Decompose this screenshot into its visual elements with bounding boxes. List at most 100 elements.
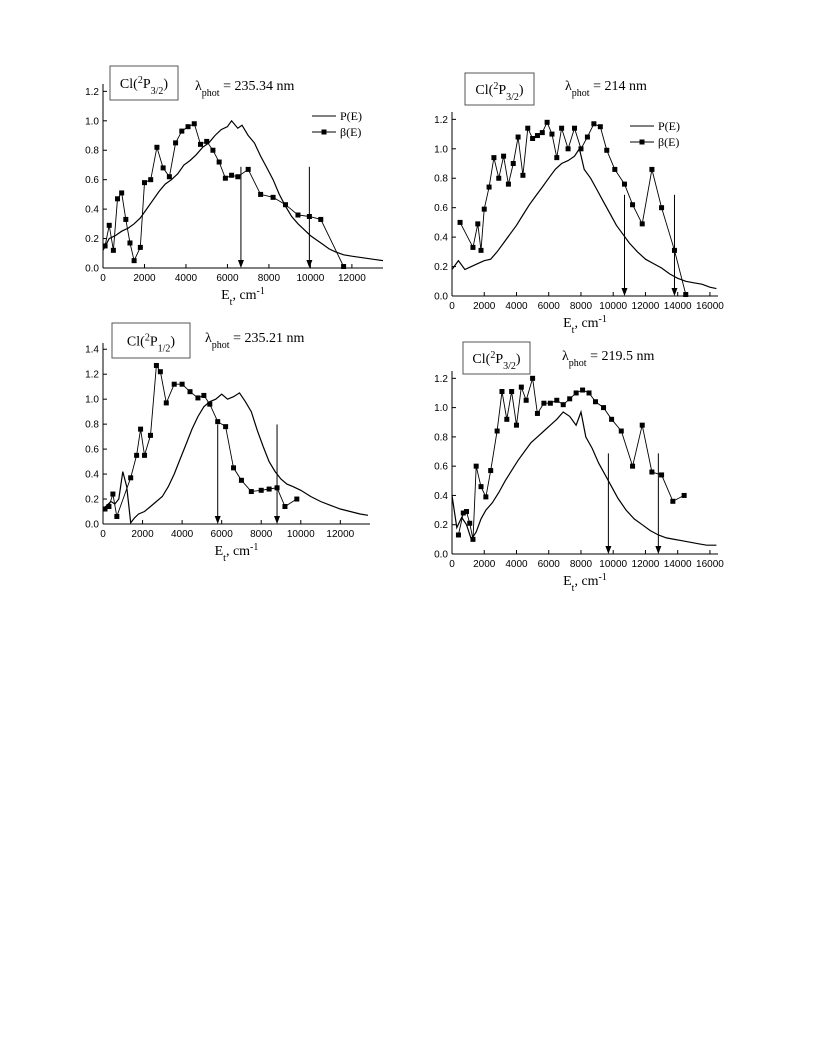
- y-tick-label: 0.8: [85, 420, 99, 431]
- wavelength-label: λphot = 219.5 nm: [562, 349, 654, 369]
- chart-panel-3: 0.0 0.2 0.4 0.6 0.8 1.0 1.2 1.4 0 2000 4000 6000 800…: [85, 322, 370, 564]
- species-label: Cl(2P1/2): [127, 332, 175, 354]
- y-tick-label: 0.2: [434, 262, 448, 273]
- beta-data-point: [341, 264, 347, 270]
- wavelength-label: λphot = 235.34 nm: [195, 79, 294, 99]
- beta-data-point: [147, 432, 153, 438]
- beta-data-point: [460, 510, 466, 516]
- x-tick-label: 4000: [171, 529, 194, 540]
- beta-data-point: [248, 489, 254, 495]
- beta-data-point: [659, 472, 665, 478]
- beta-data-point: [549, 131, 555, 137]
- arrow-head-icon: [237, 260, 244, 268]
- beta-data-point: [163, 400, 169, 406]
- beta-data-point: [123, 216, 129, 222]
- beta-data-point: [148, 177, 154, 183]
- series-line-beta-of-e: [457, 378, 685, 540]
- beta-data-point: [609, 416, 615, 422]
- beta-data-point: [618, 428, 624, 434]
- y-tick-label: 1.0: [434, 403, 448, 414]
- x-axis-label: Et, cm-1: [563, 314, 607, 336]
- beta-data-point: [115, 196, 121, 202]
- beta-data-point: [597, 124, 603, 130]
- beta-data-point: [210, 147, 216, 153]
- arrow-head-icon: [671, 288, 678, 296]
- beta-data-point: [649, 166, 655, 172]
- beta-data-point: [464, 509, 470, 515]
- beta-data-point: [201, 392, 207, 398]
- beta-data-point: [216, 159, 222, 165]
- arrow-head-icon: [306, 260, 313, 268]
- beta-data-point: [142, 452, 148, 458]
- beta-data-point: [544, 119, 550, 125]
- beta-data-point: [554, 397, 560, 403]
- y-tick-label: 0.0: [85, 264, 99, 275]
- y-tick-label: 0.8: [434, 432, 448, 443]
- beta-data-point: [223, 424, 229, 430]
- beta-data-point: [683, 292, 689, 298]
- beta-data-point: [138, 426, 144, 432]
- beta-data-point: [621, 181, 627, 187]
- beta-data-point: [499, 388, 505, 394]
- beta-data-point: [567, 396, 573, 402]
- beta-data-point: [515, 134, 521, 140]
- x-tick-label: 0: [449, 301, 455, 312]
- arrow-head-icon: [605, 546, 612, 554]
- beta-data-point: [504, 416, 510, 422]
- y-tick-label: 0.6: [434, 462, 448, 473]
- x-tick-label: 16000: [696, 559, 724, 570]
- beta-data-point: [197, 141, 203, 147]
- chart-panel-4: 0.0 0.2 0.4 0.6 0.8 1.0 1.2 0 2000 4000 6000 8000 10…: [434, 341, 724, 594]
- x-tick-label: 0: [100, 273, 106, 284]
- x-tick-label: 12000: [326, 529, 354, 540]
- series-line-p-of-e: [451, 409, 717, 546]
- beta-data-point: [204, 138, 210, 144]
- x-tick-label: 4000: [175, 273, 198, 284]
- y-tick-label: 0.4: [434, 491, 448, 502]
- legend-entry: β(E): [658, 135, 679, 149]
- beta-data-point: [559, 125, 565, 131]
- beta-data-point: [612, 166, 618, 172]
- x-tick-label: 8000: [570, 301, 593, 312]
- beta-data-point: [207, 401, 213, 407]
- x-tick-label: 6000: [216, 273, 239, 284]
- beta-data-point: [153, 362, 159, 368]
- beta-data-point: [137, 244, 143, 250]
- beta-data-point: [131, 258, 137, 264]
- species-box: [109, 65, 179, 101]
- legend-entry: β(E): [340, 125, 361, 139]
- y-tick-label: 0.0: [434, 550, 448, 561]
- y-tick-label: 1.4: [85, 345, 99, 356]
- beta-data-point: [491, 155, 497, 161]
- beta-data-point: [258, 487, 264, 493]
- y-tick-label: 0.8: [434, 174, 448, 185]
- y-tick-label: 0.0: [85, 520, 99, 531]
- beta-data-point: [639, 422, 645, 428]
- y-tick-label: 1.0: [85, 395, 99, 406]
- beta-data-point: [478, 484, 484, 490]
- x-axis-label: Et, cm-1: [221, 286, 265, 308]
- beta-data-point: [231, 465, 237, 471]
- x-tick-label: 14000: [664, 559, 692, 570]
- beta-data-point: [518, 384, 524, 390]
- series-line-p-of-e: [102, 119, 384, 262]
- beta-data-point: [235, 174, 241, 180]
- beta-data-point: [659, 205, 665, 211]
- y-tick-label: 1.2: [434, 374, 448, 385]
- wavelength-label: λphot = 214 nm: [565, 79, 647, 99]
- species-box: [111, 322, 191, 359]
- y-tick-label: 0.2: [434, 520, 448, 531]
- x-tick-label: 12000: [632, 559, 660, 570]
- y-tick-label: 1.0: [434, 144, 448, 155]
- y-tick-label: 0.2: [85, 234, 99, 245]
- y-tick-label: 1.2: [85, 370, 99, 381]
- species-label: Cl(2P3/2): [475, 81, 523, 103]
- beta-data-point: [573, 390, 579, 396]
- arrow-head-icon: [655, 546, 662, 554]
- beta-data-point: [179, 128, 185, 134]
- y-tick-label: 0.6: [434, 203, 448, 214]
- x-tick-label: 14000: [664, 301, 692, 312]
- beta-data-point: [530, 135, 536, 141]
- x-tick-label: 10000: [297, 273, 325, 284]
- beta-data-point: [141, 180, 147, 186]
